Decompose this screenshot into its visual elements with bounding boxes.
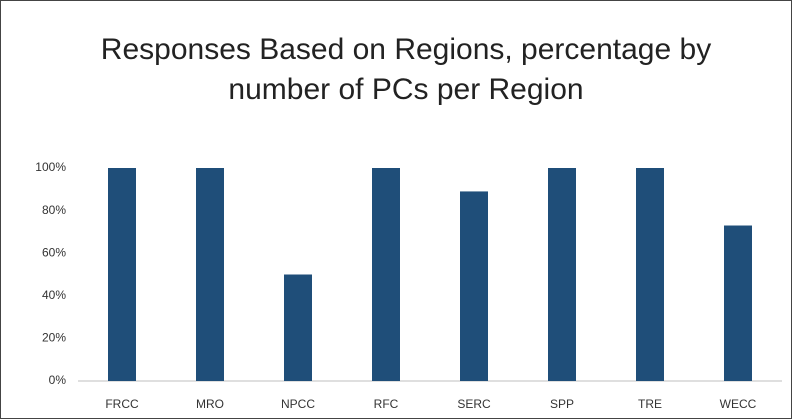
- y-tick-label: 60%: [42, 245, 66, 259]
- y-tick-label: 100%: [35, 160, 66, 174]
- x-tick-label: WECC: [720, 397, 757, 411]
- bar: [460, 191, 488, 381]
- bar: [372, 168, 400, 381]
- x-tick-label: FRCC: [105, 397, 139, 411]
- y-tick-label: 20%: [42, 331, 66, 345]
- y-tick-label: 40%: [42, 288, 66, 302]
- x-tick-label: NPCC: [281, 397, 315, 411]
- bar: [108, 168, 136, 381]
- y-tick-label: 80%: [42, 203, 66, 217]
- bar: [548, 168, 576, 381]
- bar: [724, 225, 752, 381]
- bar: [636, 168, 664, 381]
- x-tick-label: SPP: [550, 397, 574, 411]
- bar: [284, 274, 312, 381]
- x-tick-label: RFC: [374, 397, 399, 411]
- x-tick-label: TRE: [638, 397, 662, 411]
- y-tick-label: 0%: [49, 373, 67, 387]
- x-tick-label: MRO: [196, 397, 224, 411]
- chart-title: Responses Based on Regions, percentage b…: [100, 33, 712, 106]
- x-tick-label: SERC: [457, 397, 491, 411]
- bar: [196, 168, 224, 381]
